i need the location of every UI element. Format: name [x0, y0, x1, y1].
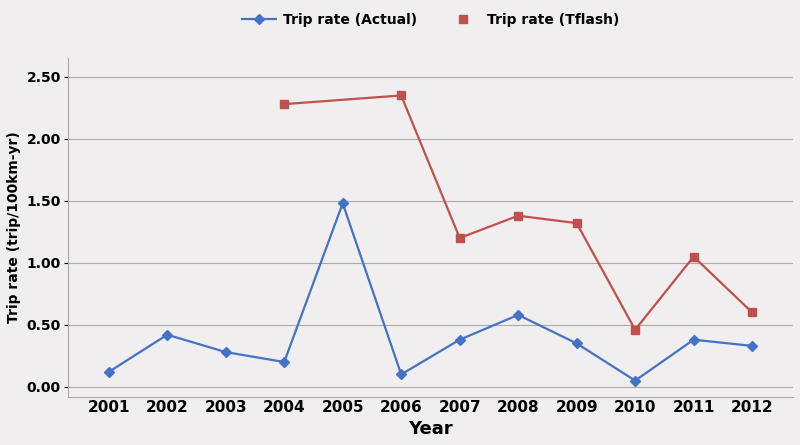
Trip rate (Actual)	[572, 341, 582, 346]
Trip rate (Actual)	[162, 332, 172, 337]
Trip rate (Tflash)	[689, 254, 698, 259]
Trip rate (Actual)	[396, 372, 406, 377]
Trip rate (Actual)	[455, 337, 465, 342]
Trip rate (Actual)	[104, 369, 114, 375]
Trip rate (Actual)	[747, 343, 757, 348]
Trip rate (Tflash)	[572, 220, 582, 226]
Trip rate (Actual)	[221, 349, 230, 355]
Y-axis label: Trip rate (trip/100km-yr): Trip rate (trip/100km-yr)	[7, 132, 21, 324]
Trip rate (Actual)	[338, 201, 347, 206]
Line: Trip rate (Actual): Trip rate (Actual)	[106, 200, 755, 384]
Trip rate (Tflash)	[279, 101, 289, 107]
Trip rate (Actual)	[689, 337, 698, 342]
Trip rate (Actual)	[630, 378, 640, 383]
Trip rate (Tflash)	[396, 93, 406, 98]
Trip rate (Tflash)	[514, 213, 523, 218]
X-axis label: Year: Year	[408, 420, 453, 438]
Trip rate (Tflash)	[630, 327, 640, 332]
Trip rate (Tflash)	[455, 235, 465, 241]
Trip rate (Tflash)	[747, 310, 757, 315]
Trip rate (Actual)	[279, 359, 289, 364]
Trip rate (Actual)	[514, 312, 523, 318]
Legend: Trip rate (Actual), Trip rate (Tflash): Trip rate (Actual), Trip rate (Tflash)	[236, 8, 625, 33]
Line: Trip rate (Tflash): Trip rate (Tflash)	[280, 91, 756, 334]
